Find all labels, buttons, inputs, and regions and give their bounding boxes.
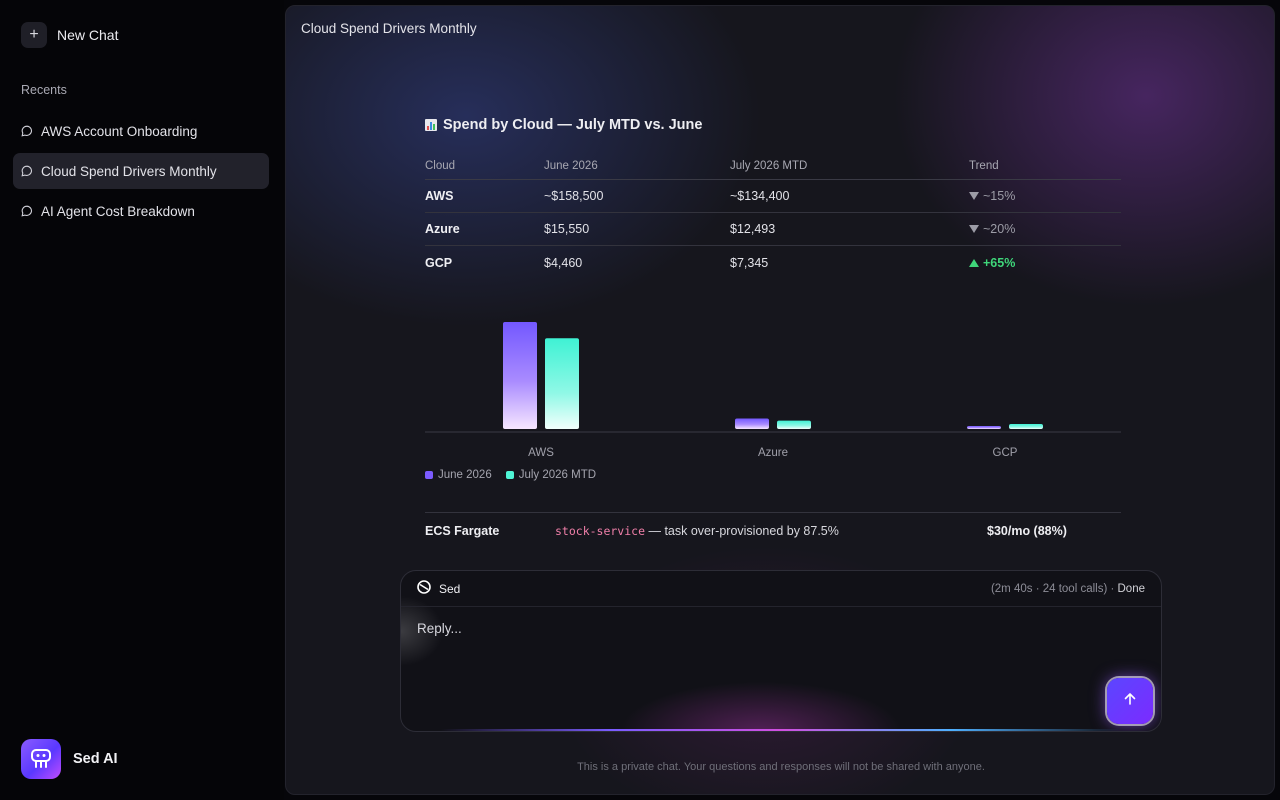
- recent-item-label: AWS Account Onboarding: [41, 123, 198, 139]
- chart-legend: June 2026 July 2026 MTD: [425, 469, 596, 481]
- chat-panel: Cloud Spend Drivers Monthly Spend by Clo…: [285, 5, 1275, 795]
- fargate-row: ECS Fargate stock-service — task over-pr…: [425, 512, 1121, 548]
- send-button[interactable]: [1107, 678, 1153, 724]
- x-tick-label: Azure: [758, 447, 788, 459]
- recent-item-label: Cloud Spend Drivers Monthly: [41, 163, 217, 179]
- run-status: Done: [1117, 582, 1146, 595]
- trend-up-icon: [969, 258, 979, 267]
- cloud-cell: Azure: [425, 222, 460, 236]
- x-tick-label: GCP: [993, 447, 1018, 459]
- chat-bubble-icon: [21, 165, 33, 177]
- fargate-description: stock-service — task over-provisioned by…: [555, 524, 987, 538]
- july-cell: $7,345: [730, 255, 769, 270]
- spend-bar-chart: AWS Azure GCP: [425, 322, 1121, 459]
- section-title-text: Spend by Cloud — July MTD vs. June: [443, 117, 703, 133]
- composer-header: Sed (2m 40s · 24 tool calls) · Done: [401, 571, 1161, 607]
- legend-label: June 2026: [438, 469, 492, 481]
- recents-heading: Recents: [21, 83, 67, 97]
- bar-azure-july: [777, 420, 811, 429]
- recent-item-ai-agent-cost-breakdown[interactable]: AI Agent Cost Breakdown: [13, 193, 269, 229]
- table-row: AWS ~$158,500 ~$134,400 ~15%: [425, 180, 1121, 213]
- recent-item-cloud-spend-drivers-monthly[interactable]: Cloud Spend Drivers Monthly: [13, 153, 269, 189]
- trend-value: ~20%: [983, 222, 1016, 236]
- fargate-service: ECS Fargate: [425, 523, 500, 538]
- trend-cell: ~15%: [969, 189, 1121, 203]
- service-code: stock-service: [555, 523, 646, 538]
- fargate-cost: $30/mo (88%): [987, 523, 1067, 538]
- table-header-row: Cloud June 2026 July 2026 MTD Trend: [425, 152, 1121, 180]
- trend-value: +65%: [983, 255, 1016, 270]
- july-cell: $12,493: [730, 222, 776, 236]
- new-chat-button[interactable]: + New Chat: [21, 22, 118, 48]
- bar-azure-june: [735, 418, 769, 429]
- composer-glow: [441, 729, 1121, 731]
- trend-value: ~15%: [983, 189, 1016, 203]
- agent-name: Sed: [439, 581, 461, 596]
- privacy-footnote: This is a private chat. Your questions a…: [577, 761, 985, 773]
- chat-bubble-icon: [21, 125, 33, 137]
- trend-cell: ~20%: [969, 222, 1121, 236]
- fargate-desc-text: — task over-provisioned by 87.5%: [645, 523, 839, 538]
- new-chat-label: New Chat: [57, 27, 119, 43]
- cloud-cell: GCP: [425, 255, 453, 270]
- legend-swatch: [425, 471, 433, 479]
- legend-swatch: [505, 471, 514, 479]
- bar-chart-icon: [425, 119, 437, 131]
- recent-item-aws-account-onboarding[interactable]: AWS Account Onboarding: [13, 113, 269, 149]
- brand[interactable]: Sed AI: [21, 739, 118, 779]
- composer: Sed (2m 40s · 24 tool calls) · Done: [400, 570, 1162, 732]
- trend-down-icon: [969, 225, 979, 233]
- recent-chats-list: AWS Account Onboarding Cloud Spend Drive…: [13, 113, 269, 233]
- chat-title: Cloud Spend Drivers Monthly: [301, 21, 477, 36]
- legend-item-july: July 2026 MTD: [505, 469, 597, 481]
- chat-bubble-icon: [21, 205, 33, 217]
- agent-badge: Sed: [417, 580, 460, 597]
- june-cell: ~$158,500: [544, 189, 604, 203]
- july-cell: ~$134,400: [730, 189, 790, 203]
- table-header: June 2026: [544, 159, 598, 172]
- trend-cell: +65%: [969, 256, 1121, 270]
- table-header: Trend: [969, 159, 999, 172]
- reply-input[interactable]: [417, 621, 1057, 636]
- spend-table: Cloud June 2026 July 2026 MTD Trend AWS …: [425, 152, 1121, 279]
- trend-down-icon: [969, 192, 979, 200]
- recent-item-label: AI Agent Cost Breakdown: [41, 203, 195, 219]
- run-meta: (2m 40s · 24 tool calls) · Done: [991, 583, 1145, 595]
- table-header: Cloud: [425, 159, 456, 172]
- cloud-cell: AWS: [425, 189, 454, 203]
- legend-item-june: June 2026: [425, 469, 492, 481]
- plus-icon: +: [21, 22, 47, 48]
- bar-aws-june: [503, 322, 537, 429]
- sed-ai-logo-icon: [21, 739, 61, 779]
- x-tick-label: AWS: [528, 447, 554, 459]
- table-header: July 2026 MTD: [730, 159, 808, 172]
- table-row: GCP $4,460 $7,345 +65%: [425, 246, 1121, 279]
- bar-gcp-june: [967, 425, 1001, 429]
- legend-label: July 2026 MTD: [518, 469, 597, 481]
- brand-name: Sed AI: [73, 751, 118, 767]
- run-stats: (2m 40s · 24 tool calls) ·: [990, 582, 1118, 595]
- sidebar: + New Chat Recents AWS Account Onboardin…: [0, 0, 284, 800]
- bar-gcp-july: [1009, 424, 1043, 429]
- table-row: Azure $15,550 $12,493 ~20%: [425, 213, 1121, 246]
- section-title: Spend by Cloud — July MTD vs. June: [425, 117, 702, 133]
- june-cell: $15,550: [544, 222, 590, 236]
- sed-logo-icon: [417, 580, 431, 597]
- june-cell: $4,460: [544, 255, 583, 270]
- arrow-up-icon: [1123, 692, 1137, 711]
- bar-aws-july: [545, 338, 579, 429]
